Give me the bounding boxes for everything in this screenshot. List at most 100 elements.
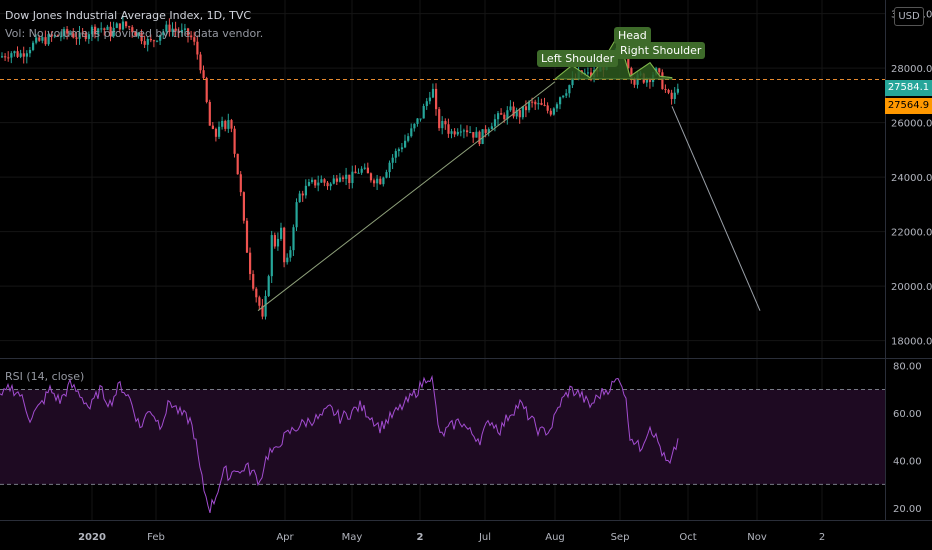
candle-body bbox=[174, 28, 177, 31]
candle-body bbox=[7, 57, 10, 59]
candle-body bbox=[565, 93, 568, 96]
candle-body bbox=[373, 180, 376, 184]
candle bbox=[193, 31, 196, 46]
candle-body bbox=[118, 23, 121, 30]
candle-body bbox=[537, 102, 540, 105]
candle bbox=[270, 230, 273, 284]
rsi-tick-label: 60.00 bbox=[893, 409, 922, 420]
candle-body bbox=[87, 34, 90, 39]
candle-body bbox=[475, 131, 478, 138]
candle bbox=[199, 51, 202, 74]
price-tick-label: 26000.0 bbox=[891, 119, 932, 130]
time-tick-label: May bbox=[342, 532, 363, 543]
candle bbox=[469, 126, 472, 134]
candle bbox=[394, 148, 397, 163]
candle-body bbox=[518, 110, 521, 118]
left-shoulder-label: Left Shoulder bbox=[537, 50, 619, 67]
candle-body bbox=[369, 173, 373, 181]
candle-body bbox=[280, 227, 283, 239]
candle-body bbox=[363, 167, 366, 169]
candle bbox=[301, 190, 304, 202]
candle-body bbox=[13, 51, 16, 54]
candle-body bbox=[41, 37, 44, 41]
candle bbox=[555, 102, 559, 112]
candle-body bbox=[1, 56, 4, 58]
candle bbox=[450, 128, 453, 139]
candle bbox=[78, 25, 81, 45]
candle-body bbox=[543, 104, 546, 106]
candle-body bbox=[521, 106, 524, 118]
candle-body bbox=[323, 179, 326, 183]
candle-body bbox=[221, 120, 224, 127]
candle bbox=[373, 178, 376, 187]
candle-body bbox=[245, 220, 249, 253]
currency-button[interactable]: USD bbox=[894, 7, 924, 26]
candle-body bbox=[379, 178, 382, 185]
candle bbox=[673, 87, 676, 104]
candle-body bbox=[149, 38, 152, 41]
candle-body bbox=[469, 132, 472, 134]
candle bbox=[41, 34, 44, 44]
candle bbox=[109, 21, 112, 42]
candle-body bbox=[435, 88, 438, 110]
candle-body bbox=[397, 149, 400, 152]
candle-body bbox=[165, 24, 168, 32]
candle-body bbox=[524, 106, 528, 111]
candle bbox=[438, 106, 441, 131]
candle-body bbox=[670, 92, 673, 99]
pattern-overlays bbox=[0, 34, 885, 312]
candle bbox=[125, 21, 128, 29]
candle-body bbox=[35, 37, 38, 43]
candle-body bbox=[385, 172, 388, 178]
candle-body bbox=[252, 274, 255, 289]
candle bbox=[562, 95, 565, 99]
candle bbox=[400, 143, 404, 153]
candle-body bbox=[441, 121, 444, 129]
candle bbox=[236, 153, 239, 175]
candle-body bbox=[648, 79, 652, 83]
price-tick-label: 18000.0 bbox=[891, 337, 932, 348]
rsi-line bbox=[0, 374, 679, 514]
candle bbox=[481, 129, 484, 145]
candle-body bbox=[422, 106, 425, 119]
candle-body bbox=[540, 102, 543, 105]
time-tick-label: 2 bbox=[417, 532, 424, 543]
candle bbox=[143, 35, 146, 49]
candle bbox=[131, 25, 134, 38]
candle bbox=[94, 24, 97, 39]
candle bbox=[317, 175, 320, 192]
candle-body bbox=[413, 123, 416, 129]
candle bbox=[205, 76, 208, 104]
candle-body bbox=[56, 35, 59, 37]
candle bbox=[487, 127, 490, 137]
candle bbox=[462, 128, 466, 139]
rsi-tick-label: 20.00 bbox=[893, 504, 922, 515]
candle-body bbox=[78, 32, 81, 39]
candle bbox=[242, 191, 245, 224]
candle bbox=[168, 18, 171, 37]
candle bbox=[115, 22, 118, 29]
right-shoulder-label: Right Shoulder bbox=[616, 42, 706, 59]
candle bbox=[351, 165, 354, 189]
candle bbox=[497, 110, 500, 126]
candle-body bbox=[10, 53, 13, 58]
candle bbox=[540, 98, 543, 106]
candle bbox=[283, 226, 286, 268]
candle-body bbox=[236, 153, 239, 175]
candle bbox=[137, 32, 140, 39]
candle bbox=[512, 101, 515, 119]
candle-body bbox=[196, 41, 199, 55]
candle bbox=[183, 23, 187, 36]
candle bbox=[379, 176, 382, 185]
candle-body bbox=[357, 172, 360, 174]
time-tick-label: Apr bbox=[276, 532, 294, 543]
candle-body bbox=[202, 70, 205, 79]
candle-body bbox=[109, 26, 112, 37]
candle-body bbox=[233, 128, 236, 154]
candle bbox=[22, 46, 25, 64]
candle bbox=[311, 177, 314, 184]
candle-body bbox=[438, 109, 441, 129]
candle bbox=[404, 134, 407, 149]
time-tick-label: Feb bbox=[147, 532, 165, 543]
time-tick-label: Jul bbox=[478, 532, 491, 543]
